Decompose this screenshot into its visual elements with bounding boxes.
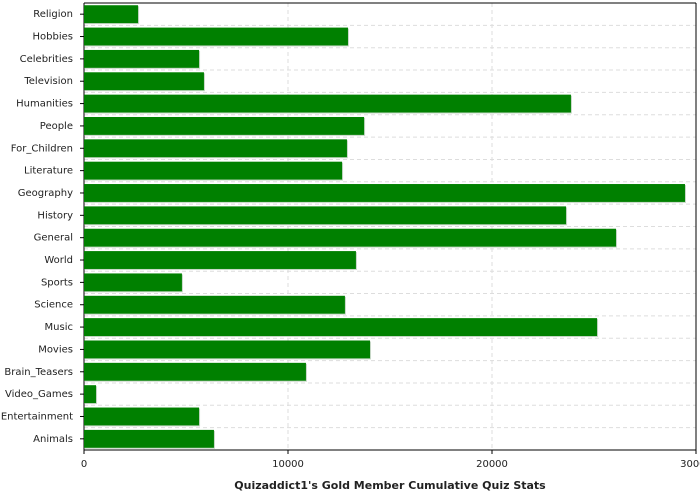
bar [84, 184, 685, 202]
bar [84, 5, 139, 24]
y-tick-label: Humanities [16, 99, 73, 110]
x-tick-label: 30000 [680, 459, 700, 470]
y-tick-label: History [37, 210, 73, 221]
bar [84, 116, 365, 135]
x-tick-label: 0 [81, 459, 87, 470]
x-tick-label: 20000 [476, 459, 508, 470]
bar [84, 318, 598, 337]
bar [84, 139, 347, 158]
y-tick-label: Video_Games [5, 389, 73, 400]
y-tick-label: Celebrities [20, 54, 73, 65]
y-tick-label: General [34, 233, 73, 244]
bar [84, 295, 345, 314]
y-tick-label: Entertainment [1, 411, 73, 422]
bar [84, 385, 97, 404]
y-tick-label: World [44, 255, 73, 266]
y-tick-label: People [40, 121, 73, 132]
y-tick-label: Geography [18, 188, 73, 199]
bar [84, 340, 371, 359]
bar [84, 251, 356, 269]
bar [84, 72, 204, 91]
y-tick-label: Brain_Teasers [4, 367, 73, 378]
bar [84, 362, 306, 381]
x-axis-title: Quizaddict1's Gold Member Cumulative Qui… [234, 479, 546, 492]
y-tick-label: Science [34, 300, 73, 311]
y-tick-label: Literature [24, 166, 73, 177]
bar [84, 161, 343, 180]
y-tick-label: Movies [38, 344, 73, 355]
y-tick-label: Hobbies [33, 32, 73, 43]
bar [84, 273, 182, 292]
bar [84, 429, 214, 448]
y-tick-label: Animals [33, 434, 73, 445]
y-tick-label: Religion [33, 9, 73, 20]
bar [84, 228, 617, 247]
x-tick-label: 10000 [272, 459, 304, 470]
bar [84, 27, 348, 46]
y-tick-label: For_Children [11, 143, 73, 154]
bar [84, 49, 200, 68]
bar [84, 407, 200, 426]
y-tick-label: Television [23, 76, 73, 87]
y-tick-label: Music [45, 322, 73, 333]
y-tick-label: Sports [41, 277, 73, 288]
bar [84, 206, 567, 225]
bar [84, 94, 571, 113]
